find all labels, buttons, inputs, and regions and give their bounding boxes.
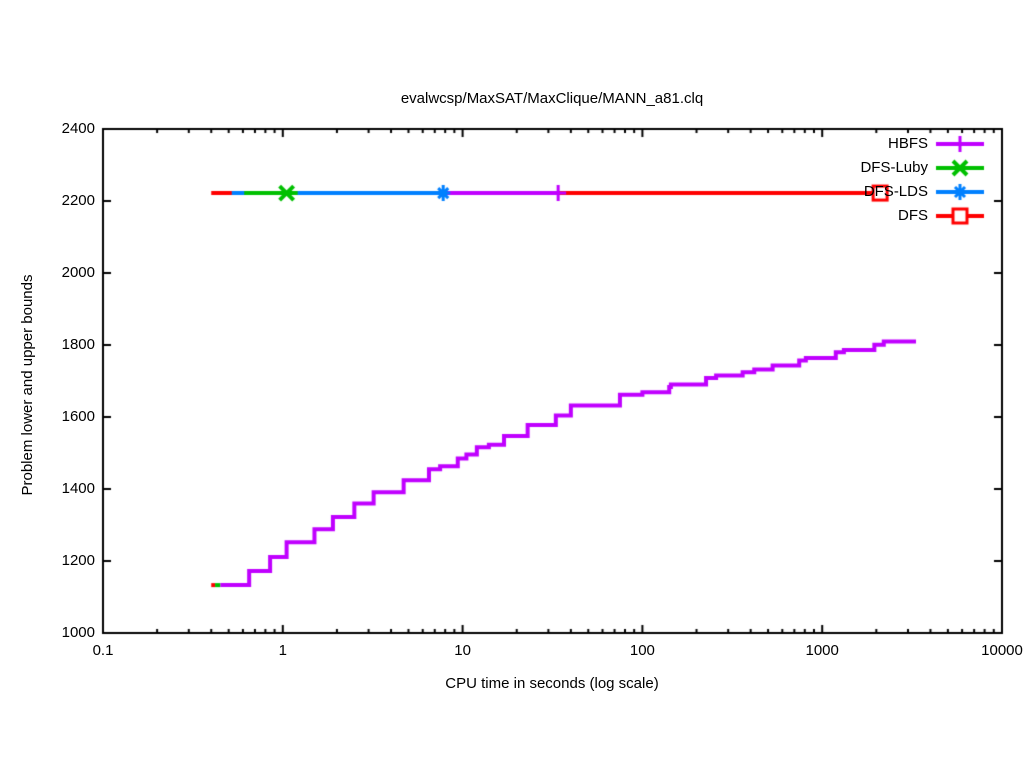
- legend-label-dfs-luby: DFS-Luby: [860, 159, 928, 176]
- y-tick-label: 2200: [61, 192, 95, 209]
- legend-label-dfs-lds: DFS-LDS: [863, 183, 928, 200]
- y-tick-label: 1200: [61, 552, 95, 569]
- x-tick-label: 1000: [805, 642, 839, 659]
- x-tick-label: 0.1: [92, 642, 114, 659]
- y-tick-label: 2400: [61, 120, 95, 137]
- chart-title: evalwcsp/MaxSAT/MaxClique/MANN_a81.clq: [400, 90, 704, 107]
- x-tick-label: 10000: [981, 642, 1023, 659]
- x-tick-label: 10: [454, 642, 471, 659]
- y-tick-label: 1400: [61, 480, 95, 497]
- y-tick-label: 1600: [61, 408, 95, 425]
- legend-label-hbfs: HBFS: [887, 135, 928, 152]
- x-tick-label: 100: [629, 642, 655, 659]
- x-tick-label: 1: [278, 642, 287, 659]
- y-tick-label: 2000: [61, 264, 95, 281]
- x-axis-label: CPU time in seconds (log scale): [445, 675, 659, 692]
- y-tick-label: 1800: [61, 336, 95, 353]
- legend-label-dfs: DFS: [898, 207, 928, 224]
- y-tick-label: 1000: [61, 624, 95, 641]
